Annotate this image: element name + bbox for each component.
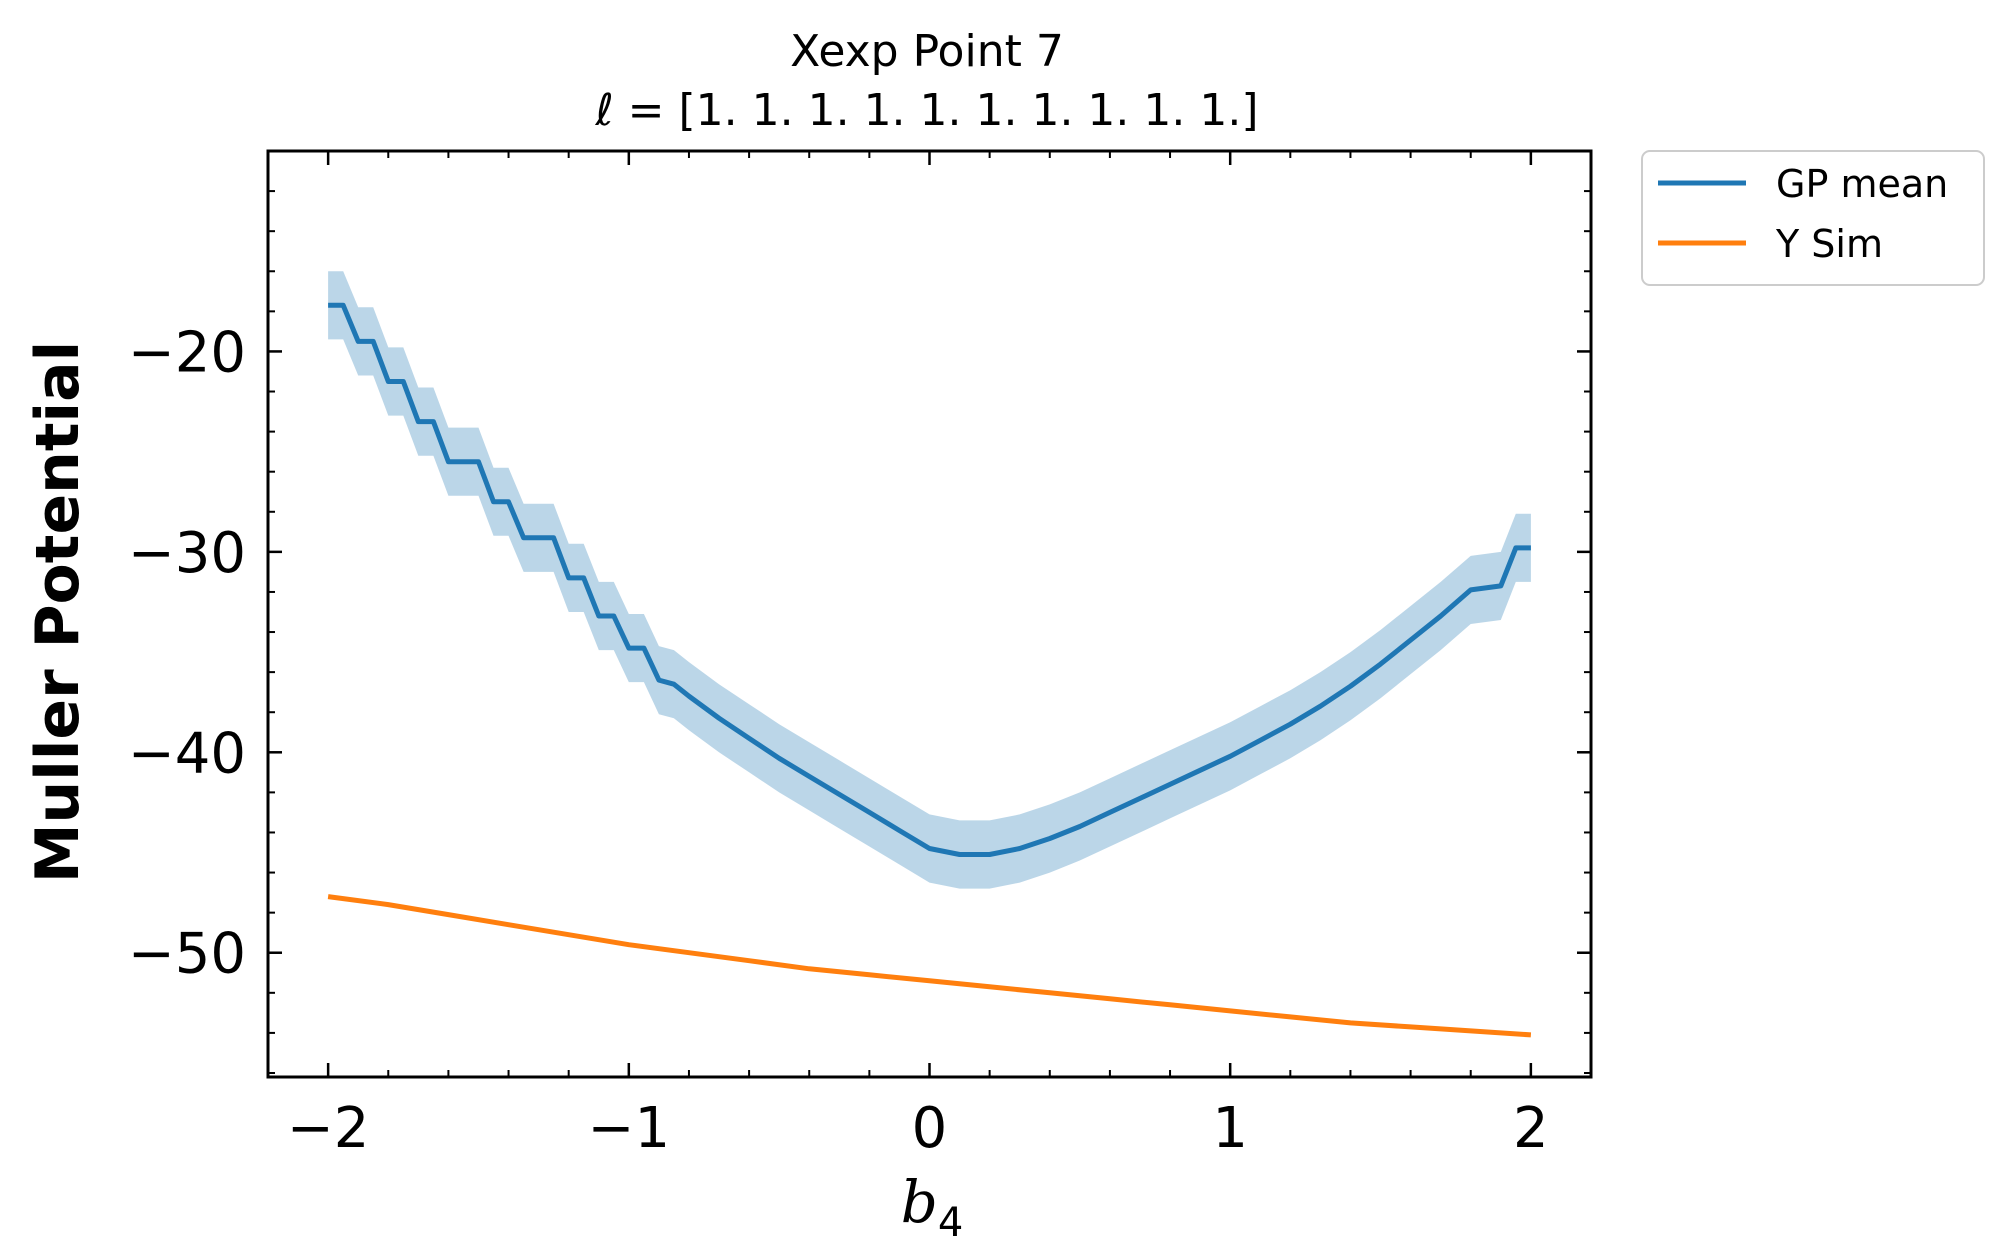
x-tick-label: 1	[1212, 1096, 1248, 1161]
y-tick-label: −40	[128, 721, 246, 786]
legend: GP mean Y Sim	[1641, 150, 1985, 286]
chart-title: Xexp Point 7	[790, 26, 1064, 77]
x-tick-label: 2	[1513, 1096, 1549, 1161]
legend-label-gp-mean: GP mean	[1776, 162, 1948, 206]
series-line-y-sim	[327, 894, 1532, 1038]
x-tick-label: 0	[912, 1096, 948, 1161]
x-axis-label-subscript: 4	[938, 1200, 963, 1246]
y-axis-label: Muller Potential	[23, 341, 93, 883]
x-tick-label: −1	[588, 1096, 671, 1161]
chart-subtitle: ℓ = [1. 1. 1. 1. 1. 1. 1. 1. 1. 1.]	[594, 85, 1258, 136]
legend-label-y-sim: Y Sim	[1775, 222, 1883, 266]
series-line-gp-mean	[328, 302, 1531, 857]
x-axis-label-main: b	[901, 1168, 938, 1236]
x-tick-label: −2	[287, 1096, 370, 1161]
y-tick-label: −50	[128, 922, 246, 987]
y-tick-label: −30	[128, 521, 246, 586]
x-axis-label: b4	[901, 1168, 964, 1246]
y-tick-label: −20	[128, 320, 246, 385]
plot-area: −2 −1 0 1 2 −50 −40 −30 −20	[128, 149, 1593, 1161]
axes-frame	[266, 149, 1593, 1079]
series-band-gp-mean	[328, 271, 1531, 889]
